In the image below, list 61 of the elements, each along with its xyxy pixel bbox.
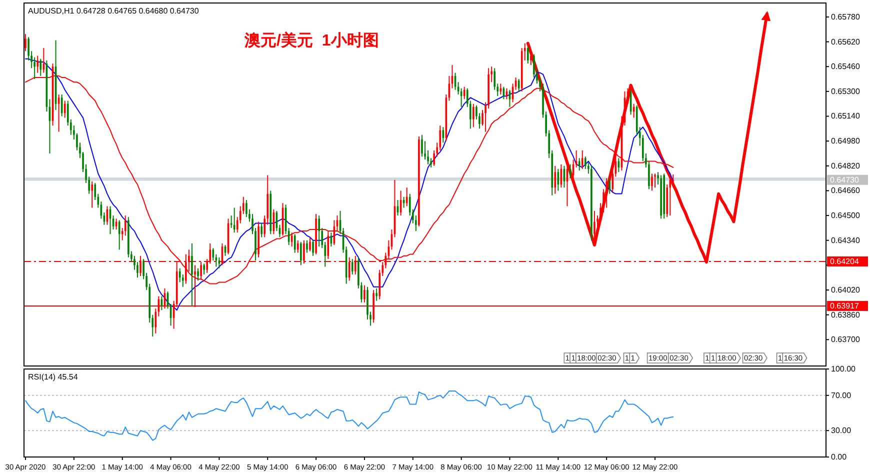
candlestick bbox=[36, 55, 39, 74]
line-series bbox=[25, 390, 674, 441]
y-tick-label: 0.65620 bbox=[831, 37, 860, 46]
candlestick bbox=[608, 178, 611, 194]
candlestick bbox=[472, 103, 474, 128]
candlestick bbox=[191, 242, 193, 306]
candlestick bbox=[306, 240, 308, 254]
candlestick bbox=[300, 241, 302, 266]
candlestick bbox=[651, 173, 653, 192]
y-tick-label: 0.63860 bbox=[831, 310, 860, 320]
candlestick bbox=[376, 288, 378, 302]
y-tick-label: 0.65780 bbox=[831, 12, 860, 22]
y-tick-label: 0.00 bbox=[831, 452, 848, 462]
candlestick bbox=[584, 156, 586, 170]
candlestick bbox=[203, 263, 205, 275]
candlestick bbox=[294, 234, 296, 254]
candlestick bbox=[606, 178, 608, 208]
candlestick bbox=[654, 173, 656, 188]
candlestick bbox=[669, 174, 672, 216]
candlestick bbox=[578, 158, 580, 172]
y-tick-label: 70.00 bbox=[831, 390, 852, 400]
y-tick-label: 0.64340 bbox=[831, 236, 860, 245]
ref-line-label: 0.64204 bbox=[830, 256, 860, 266]
candlestick bbox=[197, 268, 199, 282]
y-tick-label: 0.64020 bbox=[831, 285, 860, 294]
candlestick bbox=[351, 258, 354, 275]
annotation: 澳元/美元 1小时图 bbox=[244, 30, 379, 50]
y-tick-label: 0.65300 bbox=[831, 86, 860, 96]
y-tick-label: 0.64980 bbox=[831, 136, 860, 146]
y-tick-label: 100.00 bbox=[831, 364, 856, 374]
candlestick bbox=[40, 58, 42, 76]
candlestick bbox=[246, 200, 248, 218]
ref-line-label: 0.63917 bbox=[830, 301, 860, 310]
candlestick bbox=[581, 150, 584, 170]
candlestick bbox=[318, 215, 320, 248]
candlestick bbox=[64, 100, 66, 118]
y-tick-label: 30.00 bbox=[831, 426, 852, 436]
y-tick-label: 0.64820 bbox=[831, 161, 860, 170]
candlestick bbox=[309, 236, 311, 252]
candlestick bbox=[327, 230, 330, 260]
y-tick-label: 0.64500 bbox=[831, 211, 860, 220]
chart-title: RSI(14) 45.54 bbox=[28, 372, 78, 382]
candlestick bbox=[554, 165, 556, 194]
candlestick bbox=[526, 46, 529, 64]
candlestick bbox=[178, 268, 181, 283]
candlestick bbox=[463, 86, 466, 100]
candlestick bbox=[260, 222, 262, 238]
ref-line-label: 0.64730 bbox=[830, 175, 860, 184]
y-tick-label: 0.65460 bbox=[831, 62, 860, 72]
candlestick bbox=[91, 180, 93, 208]
candlestick bbox=[421, 134, 423, 158]
candlestick bbox=[364, 284, 366, 303]
candlestick bbox=[24, 34, 26, 52]
candlestick bbox=[296, 240, 299, 254]
candlestick bbox=[312, 240, 314, 256]
candlestick bbox=[530, 52, 532, 66]
candlestick bbox=[124, 215, 126, 236]
y-tick-label: 0.65140 bbox=[831, 112, 860, 121]
text: AUDUSD,H1 0.64728 0.64765 0.64680 0.64730 bbox=[28, 6, 200, 16]
y-tick-label: 0.63700 bbox=[831, 335, 860, 344]
y-tick-label: 0.64660 bbox=[831, 186, 860, 196]
